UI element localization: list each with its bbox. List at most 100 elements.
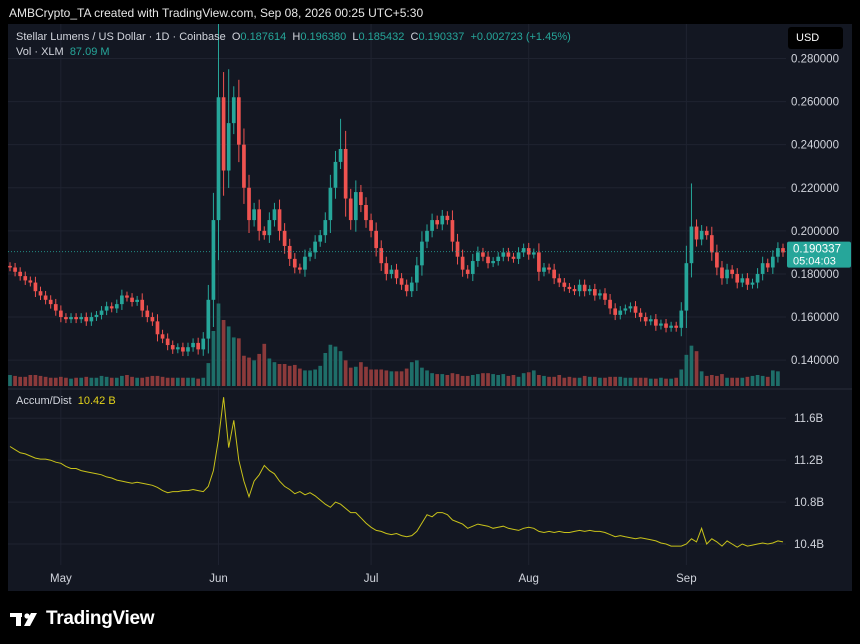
candle-body (414, 265, 419, 283)
candle-body (404, 284, 409, 292)
volume-bar (186, 377, 190, 386)
volume-bar (633, 377, 638, 386)
candle-body (420, 241, 424, 266)
candle-body (735, 273, 740, 283)
candle-body (476, 252, 480, 262)
candle-body (170, 345, 175, 350)
volume-bar (257, 353, 262, 386)
candle-body (496, 256, 501, 262)
volume-bar (308, 370, 312, 386)
volume-bar (277, 364, 282, 386)
volume-bar (292, 364, 297, 386)
volume-bar (598, 377, 602, 386)
candle-body (150, 317, 155, 322)
tradingview-logo-icon (10, 613, 37, 626)
price-tick-label: 0.260000 (791, 97, 839, 109)
volume-bar (440, 374, 445, 386)
volume-bar (486, 373, 490, 386)
volume-bar (272, 362, 277, 386)
candle-body (84, 317, 89, 322)
open-label: O (231, 31, 241, 43)
candle-body (252, 209, 256, 221)
volume-bar (542, 375, 546, 386)
volume-bar (470, 375, 475, 386)
candle-body (120, 295, 124, 305)
candle-body (53, 304, 58, 311)
tradingview-brand: TradingView (46, 608, 155, 629)
candle-body (526, 248, 531, 255)
volume-bar (348, 367, 353, 386)
symbol-legend: Stellar Lumens / US Dollar · 1D · Coinba… (16, 31, 571, 43)
volume-bar (394, 371, 399, 386)
volume-bar (674, 377, 679, 386)
candle-body (135, 299, 139, 302)
volume-bar (237, 338, 241, 386)
volume-bar (465, 375, 470, 386)
candle-body (531, 252, 536, 255)
volume-bar (526, 372, 531, 386)
candle-body (623, 308, 628, 311)
candle-body (59, 310, 63, 318)
volume-bar (414, 360, 419, 386)
open-value: 0.187614 (240, 31, 287, 43)
volume-legend: Vol · XLM 87.09 M (16, 46, 110, 58)
volume-bar (750, 375, 755, 386)
time-tick-label: Sep (676, 573, 696, 585)
volume-bar (654, 378, 658, 386)
candle-body (211, 220, 216, 300)
volume-bar (175, 377, 180, 386)
currency-button[interactable]: USD (788, 27, 843, 49)
volume-bar (659, 377, 663, 386)
candle-body (394, 269, 399, 279)
volume-bar (592, 376, 597, 386)
volume-bar (587, 376, 592, 386)
volume-bar (760, 375, 765, 386)
volume-bar (765, 376, 770, 386)
candle-body (745, 278, 750, 285)
candle-body (130, 297, 134, 302)
volume-bar (755, 375, 760, 386)
candle-body (770, 256, 775, 268)
candle-body (567, 286, 572, 290)
candle-body (674, 325, 679, 328)
ad-value: 10.42 B (77, 395, 116, 407)
volume-bar (450, 373, 455, 386)
candle-body (628, 306, 633, 309)
candle-body (231, 97, 236, 124)
volume-bar (33, 375, 38, 386)
candle-body (679, 310, 684, 328)
candle-body (165, 338, 170, 346)
candle-body (160, 334, 165, 339)
volume-bar (359, 362, 363, 386)
volume-bar (181, 377, 185, 386)
volume-bar (43, 376, 48, 386)
candle-body (582, 284, 587, 292)
volume-bar (23, 376, 28, 386)
chart-frame[interactable]: 0.140000 0.160000 0.180000 0.200000 0.220000… (8, 24, 852, 591)
candle-body (592, 289, 597, 296)
volume-bar (160, 376, 165, 386)
volume-bar (28, 375, 33, 386)
candle-body (598, 293, 602, 296)
volume-bar (389, 371, 394, 386)
candle-body (191, 342, 195, 348)
candle-body (74, 317, 78, 320)
candle-body (379, 248, 384, 264)
volume-bar (404, 368, 409, 386)
volume-bar (120, 375, 124, 386)
candle-body (664, 323, 668, 328)
volume-bar (379, 369, 384, 386)
volume-bar (435, 374, 440, 386)
volume-bar (409, 362, 414, 386)
volume-bar (226, 326, 231, 386)
candle-body (781, 248, 785, 253)
volume-bar (557, 375, 562, 386)
ad-tick-label: 10.8B (794, 497, 824, 509)
chart-canvas[interactable]: 0.140000 0.160000 0.180000 0.200000 0.220000… (8, 24, 852, 591)
candle-body (328, 187, 333, 221)
candle-body (343, 148, 348, 199)
last-price-tag (787, 241, 851, 268)
volume-bar (679, 369, 684, 386)
time-tick-label: Aug (518, 573, 538, 585)
candle-body (587, 289, 592, 292)
